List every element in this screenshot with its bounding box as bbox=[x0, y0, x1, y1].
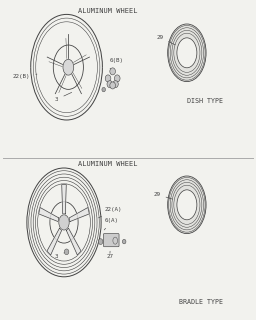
Text: 29: 29 bbox=[154, 192, 173, 199]
Circle shape bbox=[113, 81, 118, 88]
Ellipse shape bbox=[168, 176, 206, 234]
Circle shape bbox=[110, 68, 115, 75]
Circle shape bbox=[102, 87, 105, 92]
Text: BRADLE TYPE: BRADLE TYPE bbox=[179, 300, 223, 305]
Polygon shape bbox=[66, 228, 81, 255]
Text: 3: 3 bbox=[55, 252, 65, 259]
Circle shape bbox=[105, 75, 111, 82]
Ellipse shape bbox=[59, 215, 69, 230]
Text: 6(B): 6(B) bbox=[110, 58, 124, 69]
Polygon shape bbox=[69, 207, 89, 221]
Text: ALUMINUM WHEEL: ALUMINUM WHEEL bbox=[78, 161, 137, 167]
Text: 22(B): 22(B) bbox=[13, 74, 37, 79]
Text: ALUMINUM WHEEL: ALUMINUM WHEEL bbox=[78, 8, 137, 14]
Polygon shape bbox=[62, 184, 66, 214]
Polygon shape bbox=[39, 207, 59, 221]
Text: 29: 29 bbox=[156, 35, 175, 45]
Ellipse shape bbox=[168, 24, 206, 82]
Circle shape bbox=[107, 81, 113, 88]
Circle shape bbox=[110, 82, 115, 89]
Ellipse shape bbox=[177, 190, 197, 220]
Circle shape bbox=[114, 75, 120, 82]
FancyBboxPatch shape bbox=[103, 234, 119, 247]
Text: 22(A): 22(A) bbox=[99, 207, 122, 218]
Text: 27: 27 bbox=[106, 251, 113, 259]
Ellipse shape bbox=[177, 38, 197, 68]
Text: DISH TYPE: DISH TYPE bbox=[187, 98, 223, 104]
Circle shape bbox=[64, 249, 69, 255]
Polygon shape bbox=[47, 228, 62, 255]
Circle shape bbox=[98, 239, 103, 244]
Text: 3: 3 bbox=[55, 92, 72, 102]
Ellipse shape bbox=[63, 59, 74, 75]
Circle shape bbox=[122, 239, 126, 244]
Text: 6(A): 6(A) bbox=[104, 218, 119, 230]
